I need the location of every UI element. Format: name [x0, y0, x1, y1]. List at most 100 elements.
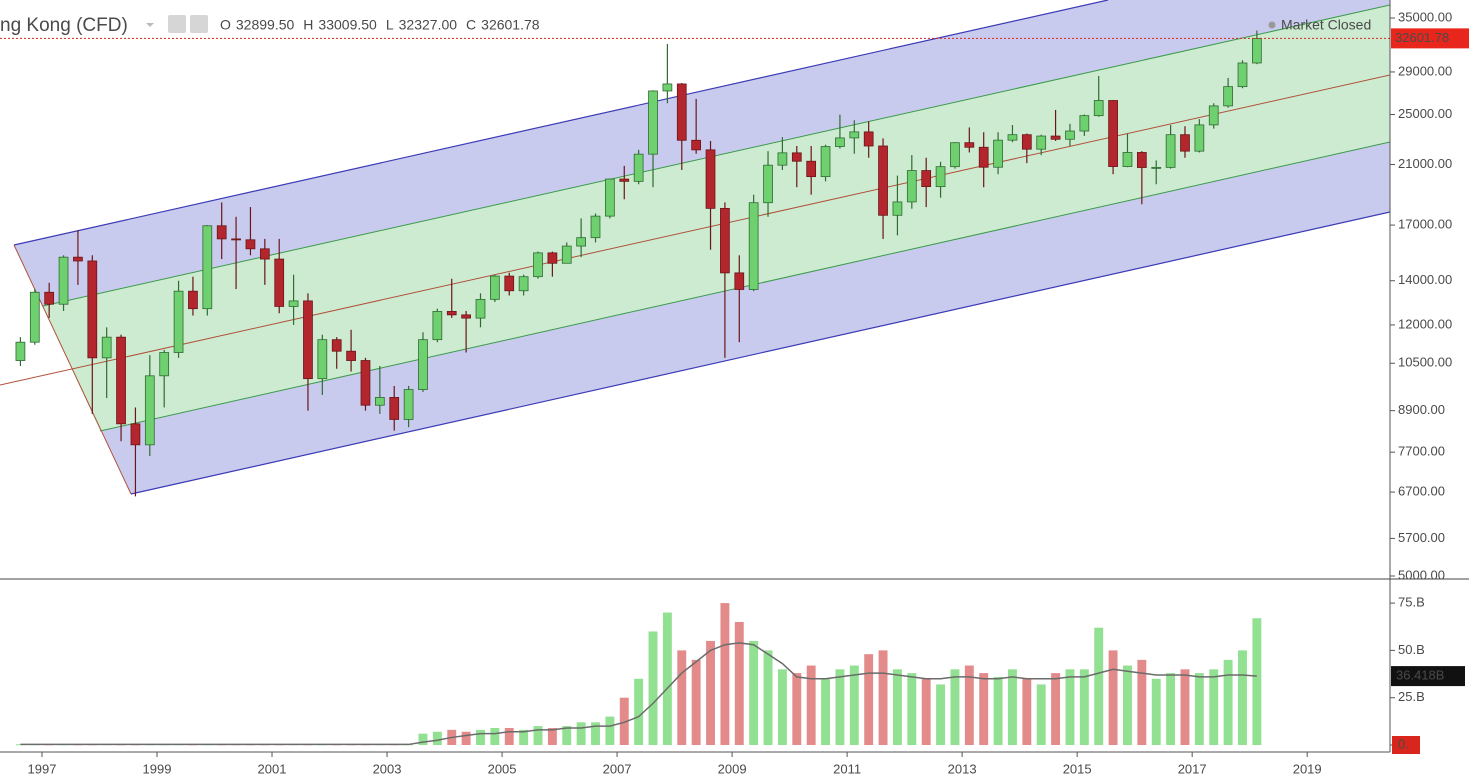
x-tick-label: 1997	[28, 761, 57, 776]
candle-body	[1079, 115, 1090, 132]
volume-bar	[835, 669, 845, 745]
candle-body	[1122, 152, 1133, 167]
dropdown-icon[interactable]	[146, 23, 154, 27]
volume-bar	[634, 678, 644, 745]
y-tick-label: 5700.00	[1398, 530, 1445, 545]
candle-body	[1151, 166, 1162, 169]
ohlc-label: H	[303, 17, 313, 33]
ohlc-value: 32601.78	[481, 17, 540, 33]
candle-body	[1136, 152, 1147, 168]
volume-bar	[461, 731, 471, 745]
ohlc-value: 32327.00	[399, 17, 458, 33]
candle-body	[490, 275, 500, 300]
candle-body	[446, 311, 457, 316]
volume-bar	[1036, 684, 1046, 745]
volume-bar	[619, 697, 629, 745]
ohlc-label: O	[220, 17, 231, 33]
x-tick-label: 2007	[603, 761, 632, 776]
candle-body	[777, 152, 788, 166]
candle-body	[1252, 37, 1262, 64]
ohlc-value: 33009.50	[318, 17, 377, 33]
volume-bar	[691, 659, 701, 745]
volume-pane	[15, 603, 1262, 746]
x-tick-label: 2013	[948, 761, 977, 776]
volume-ma-line	[20, 642, 1257, 746]
settings-icon[interactable]	[190, 15, 208, 33]
volume-bar	[763, 650, 773, 745]
candle-body	[231, 238, 241, 241]
volume-bar	[1223, 659, 1233, 745]
candle-body	[1180, 134, 1190, 152]
volume-bar	[993, 676, 1003, 745]
candle-body	[259, 248, 270, 260]
y-tick-label: 17000.00	[1398, 217, 1452, 232]
volume-bar	[878, 650, 888, 745]
volume-bar	[418, 733, 428, 745]
volume-bar	[907, 673, 917, 745]
candle-body	[676, 83, 687, 141]
candle-body	[15, 341, 26, 361]
volume-bar	[720, 603, 730, 745]
x-tick-label: 2001	[258, 761, 287, 776]
candle-body	[1208, 105, 1219, 126]
candle-body	[1108, 100, 1118, 167]
x-tick-label: 2009	[718, 761, 747, 776]
candle-body	[360, 360, 371, 406]
candle-body	[245, 239, 256, 250]
volume-bar	[605, 716, 615, 745]
candle-body	[202, 225, 213, 310]
candle-body	[863, 131, 874, 147]
channel	[0, 0, 1390, 495]
volume-bar	[864, 654, 874, 745]
candle-body	[346, 350, 356, 361]
volume-bar	[1123, 665, 1132, 745]
candle-body	[432, 311, 443, 341]
candle-body	[389, 397, 400, 420]
candle-body	[1050, 135, 1061, 140]
candle-body	[590, 215, 601, 239]
y-tick-label: 21000.00	[1398, 156, 1452, 171]
candle-body	[73, 256, 83, 262]
volume-tick-label: 75.B	[1398, 595, 1425, 610]
x-tick-label: 2003	[373, 761, 402, 776]
volume-bar	[1252, 618, 1262, 745]
y-tick-label: 35000.00	[1398, 9, 1452, 24]
candle-body	[835, 137, 845, 147]
candle-body	[504, 275, 515, 292]
y-tick-label: 14000.00	[1398, 272, 1452, 287]
candle-body	[1007, 134, 1018, 141]
candle-body	[303, 300, 313, 380]
volume-tick-label: 25.B	[1398, 689, 1425, 704]
volume-bar	[591, 722, 600, 745]
candle-body	[921, 170, 932, 188]
candle-body	[116, 336, 126, 425]
volume-bar	[749, 640, 759, 745]
candle-body	[1194, 124, 1205, 152]
candle-body	[993, 139, 1003, 168]
channel-lower-inner	[99, 141, 1390, 432]
volume-bar	[432, 731, 442, 745]
candle-body	[576, 237, 586, 247]
candle-body	[533, 252, 543, 278]
x-tick-label: 1999	[143, 761, 172, 776]
candle-body	[1237, 62, 1248, 88]
candle-body	[964, 142, 975, 148]
y-tick-label: 6700.00	[1398, 484, 1445, 499]
y-tick-label: 7700.00	[1398, 444, 1445, 459]
volume-bar	[979, 673, 989, 745]
x-tick-label: 2015	[1063, 761, 1092, 776]
eye-icon[interactable]	[168, 15, 186, 33]
volume-bar	[576, 722, 586, 745]
candle-body	[1165, 134, 1176, 168]
candle-body	[906, 170, 917, 203]
volume-bar	[662, 612, 672, 745]
volume-bar	[1108, 650, 1118, 745]
candle-body	[216, 225, 227, 240]
volume-bar	[1180, 669, 1190, 745]
y-tick-label: 25000.00	[1398, 106, 1452, 121]
candle-body	[619, 178, 630, 182]
volume-bar	[892, 669, 902, 745]
y-tick-label: 10500.00	[1398, 355, 1452, 370]
candle-body	[1065, 130, 1075, 140]
